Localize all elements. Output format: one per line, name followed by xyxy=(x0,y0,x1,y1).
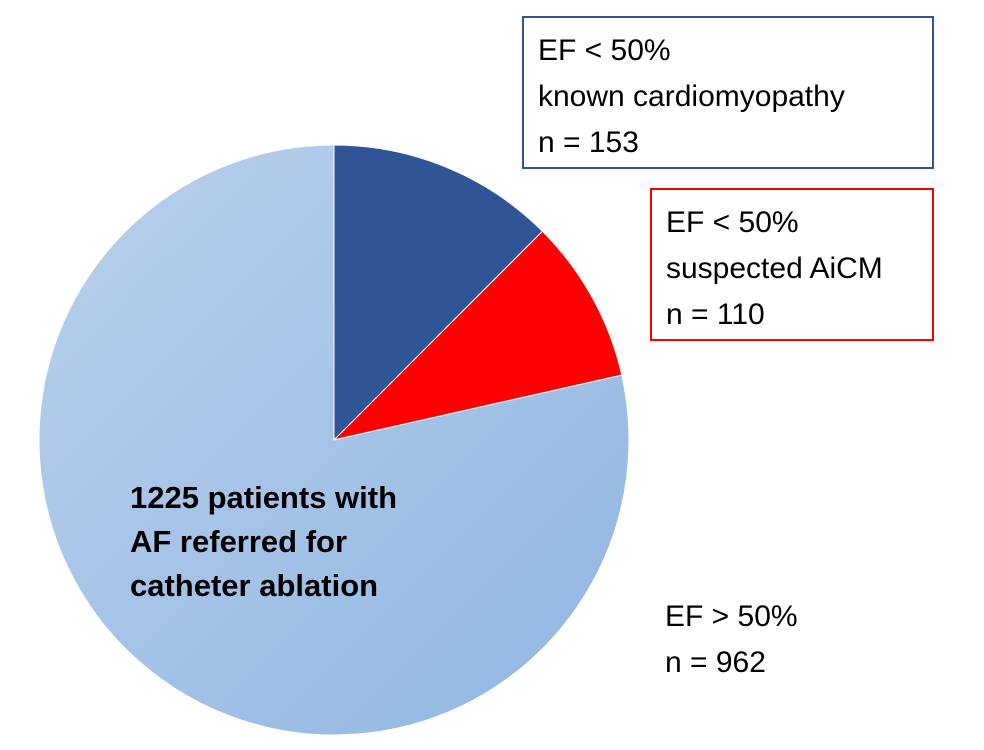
label-aicm-line-2: suspected AiCM xyxy=(666,252,883,285)
label-known-line-1: EF < 50% xyxy=(538,34,671,67)
pie-center-label: 1225 patients with AF referred for cathe… xyxy=(130,476,460,608)
label-known-line-3: n = 153 xyxy=(538,126,639,159)
label-normal-line-2: n = 962 xyxy=(665,646,766,679)
pie-slice-normal xyxy=(38,144,630,736)
center-label-line-3: catheter ablation xyxy=(130,568,379,603)
center-label-line-1: 1225 patients with xyxy=(130,480,398,515)
center-label-line-2: AF referred for xyxy=(130,524,348,559)
label-box-ef-normal: EF > 50% n = 962 xyxy=(651,588,831,692)
label-known-line-2: known cardiomyopathy xyxy=(538,80,845,113)
label-box-suspected-aicm: EF < 50% suspected AiCM n = 110 xyxy=(650,188,934,341)
pie-slice-known xyxy=(333,144,544,442)
label-box-known-cardiomyopathy: EF < 50% known cardiomyopathy n = 153 xyxy=(522,16,934,169)
label-aicm-line-3: n = 110 xyxy=(666,298,765,331)
pie-slice-aicm xyxy=(332,230,623,441)
label-aicm-line-1: EF < 50% xyxy=(666,206,799,239)
label-normal-line-1: EF > 50% xyxy=(665,600,798,633)
